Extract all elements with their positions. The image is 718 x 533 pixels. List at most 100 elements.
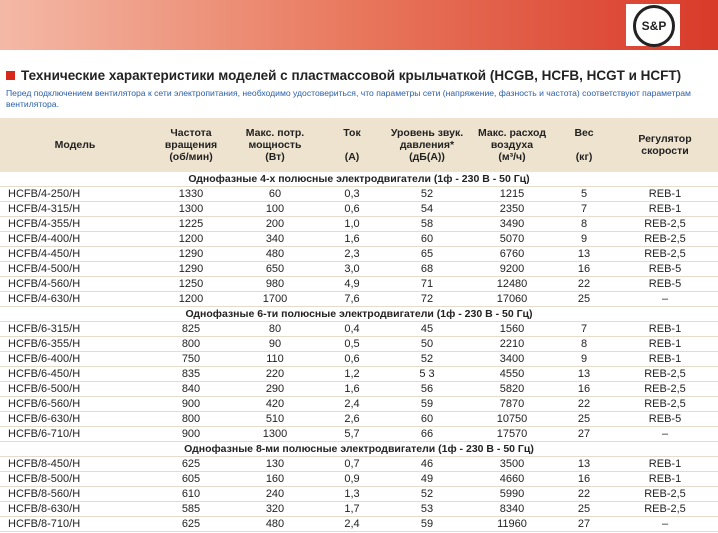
cell: 1215 (468, 186, 556, 202)
cell: 1,3 (318, 486, 386, 502)
cell: 1300 (150, 201, 232, 217)
cell: 200 (232, 216, 318, 232)
cell: 130 (232, 456, 318, 472)
data-row: HCFB/6-560/H 900 420 2,4 59 7870 22 REB-2,5 (0, 396, 718, 412)
data-row: HCFB/4-500/H 1290 650 3,0 68 9200 16 REB-5 (0, 261, 718, 277)
header-band (0, 0, 718, 50)
cell: 2,6 (318, 411, 386, 427)
cell: REB-1 (612, 471, 718, 487)
header-line: вращения (164, 139, 218, 151)
header-line: Частота (170, 127, 212, 139)
data-row: HCFB/6-400/H 750 110 0,6 52 3400 9 REB-1 (0, 351, 718, 367)
cell: 11960 (468, 516, 556, 532)
cell: 290 (232, 381, 318, 397)
cell: 1,2 (318, 366, 386, 382)
cell: 3490 (468, 216, 556, 232)
data-row: HCFB/8-500/H 605 160 0,9 49 4660 16 REB-1 (0, 471, 718, 487)
cell: 90 (232, 336, 318, 352)
cell: 1560 (468, 321, 556, 337)
header-row: Модель Частота вращения (об/мин) Макс. потр.… (0, 118, 718, 172)
column-header: Частота вращения (об/мин) (150, 118, 232, 172)
cell: 65 (386, 246, 468, 262)
cell: 13 (556, 456, 612, 472)
model-cell: HCFB/4-400/H (0, 231, 150, 247)
cell: 60 (386, 411, 468, 427)
data-row: HCFB/4-400/H 1200 340 1,6 60 5070 9 REB-2,5 (0, 231, 718, 247)
cell: 625 (150, 516, 232, 532)
cell: 625 (150, 456, 232, 472)
model-cell: HCFB/6-355/H (0, 336, 150, 352)
cell: 22 (556, 486, 612, 502)
cell: 25 (556, 291, 612, 307)
column-header: Модель (0, 118, 150, 172)
cell: 320 (232, 501, 318, 517)
data-row: HCFB/8-710/H 625 480 2,4 59 11960 27– (0, 516, 718, 532)
header-line: скорости (641, 145, 689, 157)
logo-text: S&P (633, 5, 675, 47)
cell: 68 (386, 261, 468, 277)
note: Перед подключением вентилятора к сети эл… (6, 88, 691, 109)
cell: 900 (150, 396, 232, 412)
column-header: Вес (кг) (556, 118, 612, 172)
cell: 27 (556, 426, 612, 442)
header-line: (м³/ч) (498, 151, 526, 163)
column-header: Макс. потр. мощность (Вт) (232, 118, 318, 172)
cell: 25 (556, 501, 612, 517)
cell: 54 (386, 201, 468, 217)
header-line: воздуха (490, 139, 534, 151)
cell: 0,6 (318, 201, 386, 217)
cell: 5990 (468, 486, 556, 502)
cell: REB-2,5 (612, 246, 718, 262)
header-line: Макс. расход (478, 127, 546, 139)
header-line: (А) (344, 151, 360, 163)
cell: 9200 (468, 261, 556, 277)
cell: 8340 (468, 501, 556, 517)
data-row: HCFB/4-355/H 1225 200 1,0 58 3490 8 REB-2,5 (0, 216, 718, 232)
cell: 4550 (468, 366, 556, 382)
header-line: мощность (248, 139, 302, 151)
cell: 480 (232, 246, 318, 262)
column-header: Ток (А) (318, 118, 386, 172)
model-cell: HCFB/6-500/H (0, 381, 150, 397)
data-row: HCFB/6-315/H 825 80 0,4 45 1560 7 REB-1 (0, 321, 718, 337)
header-line: Макс. потр. (245, 127, 305, 139)
cell: 1,6 (318, 381, 386, 397)
header-line: (об/мин) (169, 151, 213, 163)
cell: 52 (386, 186, 468, 202)
header-line: (кг) (575, 151, 593, 163)
cell: 4660 (468, 471, 556, 487)
cell: 17060 (468, 291, 556, 307)
model-cell: HCFB/8-710/H (0, 516, 150, 532)
cell: 980 (232, 276, 318, 292)
model-cell: HCFB/8-500/H (0, 471, 150, 487)
column-header: Уровень звук. давления* (дБ(А)) (386, 118, 468, 172)
cell: 71 (386, 276, 468, 292)
model-cell: HCFB/4-355/H (0, 216, 150, 232)
cell: 3400 (468, 351, 556, 367)
cell: 9 (556, 231, 612, 247)
header-line: Ток (343, 127, 361, 139)
cell: 1225 (150, 216, 232, 232)
cell: 1,6 (318, 231, 386, 247)
cell: 510 (232, 411, 318, 427)
data-row: HCFB/8-630/H 585 320 1,7 53 8340 25 REB-2,5 (0, 501, 718, 517)
cell: 5 3 (386, 366, 468, 382)
cell: 1200 (150, 291, 232, 307)
cell: 45 (386, 321, 468, 337)
cell: 8 (556, 216, 612, 232)
header-line: Регулятор (638, 133, 692, 145)
cell: REB-1 (612, 321, 718, 337)
cell: 110 (232, 351, 318, 367)
cell: 240 (232, 486, 318, 502)
cell: 220 (232, 366, 318, 382)
cell: 25 (556, 411, 612, 427)
model-cell: HCFB/6-400/H (0, 351, 150, 367)
cell: 1330 (150, 186, 232, 202)
cell: 605 (150, 471, 232, 487)
cell: 66 (386, 426, 468, 442)
cell: 2,4 (318, 516, 386, 532)
title: Технические характеристики моделей с пла… (6, 68, 681, 83)
group-row: Однофазные 8-ми полюсные электродвигател… (0, 441, 718, 457)
cell: 52 (386, 351, 468, 367)
cell: 160 (232, 471, 318, 487)
